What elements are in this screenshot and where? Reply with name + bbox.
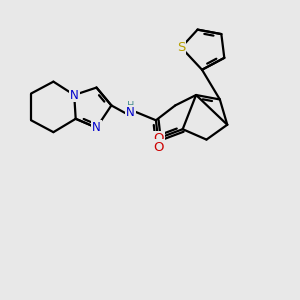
- Text: S: S: [177, 41, 185, 54]
- Text: H: H: [127, 101, 134, 111]
- Text: N: N: [92, 121, 101, 134]
- Text: O: O: [154, 132, 164, 145]
- Text: N: N: [126, 106, 135, 119]
- Text: N: N: [70, 88, 79, 101]
- Text: O: O: [154, 140, 164, 154]
